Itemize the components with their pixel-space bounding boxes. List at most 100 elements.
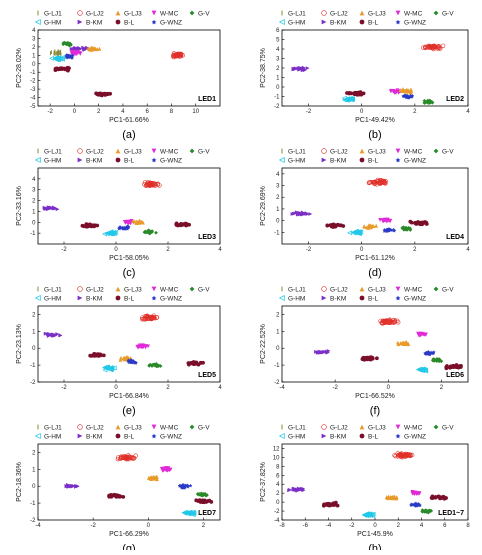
data-point — [144, 313, 150, 319]
data-point — [427, 45, 432, 50]
x-tick-label: 0 — [73, 109, 77, 115]
data-point — [326, 502, 331, 507]
chart-panel-4: G-LJ1 G-LJ2 G-LJ3 W-MC G-V G-HM B-KM B-L G-WNZ -2… — [260, 148, 470, 279]
legend-marker — [395, 157, 401, 163]
legend-item: G-WNZ — [395, 20, 426, 27]
x-tick-label: 0 — [147, 523, 151, 529]
data-point — [117, 225, 122, 230]
data-point — [90, 47, 95, 52]
data-point — [396, 320, 401, 325]
legend-item: G-V — [189, 287, 210, 294]
legend-marker — [359, 295, 365, 301]
data-point — [121, 455, 126, 460]
x-tick-label: 4 — [420, 523, 424, 529]
data-point — [126, 454, 131, 460]
data-point — [197, 498, 202, 503]
x-tick-label: 2 — [97, 109, 101, 115]
data-point — [391, 227, 396, 232]
data-point — [101, 353, 106, 358]
legend-item: B-KM — [321, 20, 346, 27]
legend-marker — [321, 157, 327, 163]
data-point — [123, 454, 128, 460]
data-point — [287, 488, 292, 493]
y-tick-label: 2 — [32, 199, 36, 205]
legend-marker — [433, 286, 439, 292]
legend-item: W-MC — [151, 425, 179, 432]
legend-item: G-HM — [34, 295, 61, 303]
data-point — [417, 366, 423, 372]
data-point — [430, 100, 435, 105]
y-tick-label: -2 — [274, 509, 280, 515]
plot-frame — [37, 167, 221, 245]
data-point — [125, 456, 131, 461]
legend-label: G-LJ3 — [368, 149, 386, 156]
data-point — [149, 316, 155, 321]
plot-frame — [37, 29, 221, 107]
legend-label: G-WNZ — [404, 20, 426, 27]
scatter-points — [290, 177, 429, 237]
legend-marker — [321, 148, 327, 154]
legend-marker — [395, 295, 401, 301]
data-point — [426, 510, 430, 515]
plot-frame — [37, 443, 221, 521]
data-point — [444, 366, 449, 371]
data-point — [74, 50, 79, 54]
y-tick-label: -1 — [30, 501, 36, 507]
legend-item: G-V — [433, 425, 454, 432]
data-point — [136, 344, 141, 349]
y-tick-label: -2 — [30, 79, 36, 85]
legend-item: G-LJ2 — [321, 148, 348, 156]
y-tick-label: -1 — [274, 230, 280, 236]
legend-label: G-LJ2 — [330, 11, 348, 18]
y-tick-label: 2 — [32, 45, 36, 51]
legend-label: G-LJ3 — [124, 149, 142, 156]
legend-label: G-LJ3 — [368, 11, 386, 18]
legend-label: B-KM — [330, 296, 346, 303]
data-point — [133, 453, 138, 458]
legend-marker — [359, 286, 365, 292]
data-point — [84, 45, 89, 50]
y-tick-label: 0 — [276, 500, 280, 506]
data-point — [51, 334, 56, 338]
y-tick-label: 4 — [276, 482, 280, 488]
data-point — [124, 356, 129, 361]
y-tick-label: 0 — [276, 219, 280, 225]
data-point — [120, 225, 125, 230]
data-point — [393, 90, 398, 94]
legend-label: G-LJ2 — [330, 149, 348, 156]
x-tick-label: -4 — [326, 523, 332, 529]
data-point — [373, 180, 379, 185]
data-point — [428, 508, 433, 513]
data-point — [456, 365, 460, 369]
data-point — [46, 205, 51, 210]
data-point — [400, 453, 406, 459]
data-point — [344, 97, 350, 103]
scatter-points — [287, 451, 448, 519]
legend-label: G-HM — [288, 158, 305, 165]
led-tag: LED5 — [198, 372, 216, 379]
legend-item: G-WNZ — [151, 296, 182, 303]
data-point — [389, 495, 394, 500]
legend-item: G-LJ1 — [281, 425, 306, 432]
data-point — [414, 220, 419, 225]
x-tick-label: 10 — [192, 109, 199, 115]
x-axis-label: PC1-66.29% — [109, 531, 149, 538]
data-point — [345, 91, 349, 95]
data-point — [71, 46, 76, 51]
legend-label: G-HM — [288, 434, 305, 441]
led-tag: LED3 — [198, 234, 216, 241]
legend-item: G-V — [189, 149, 210, 156]
data-point — [143, 229, 148, 234]
data-point — [119, 355, 123, 360]
data-point — [185, 483, 190, 488]
data-point — [71, 484, 76, 489]
legend-label: G-LJ1 — [288, 287, 306, 294]
data-point — [108, 230, 114, 236]
data-point — [409, 89, 414, 93]
data-point — [128, 359, 133, 363]
legend-item: G-LJ1 — [37, 287, 62, 294]
data-point — [399, 452, 404, 458]
legend-label: G-WNZ — [160, 434, 182, 441]
legend-item: G-V — [433, 286, 454, 294]
legend-marker — [321, 295, 327, 301]
